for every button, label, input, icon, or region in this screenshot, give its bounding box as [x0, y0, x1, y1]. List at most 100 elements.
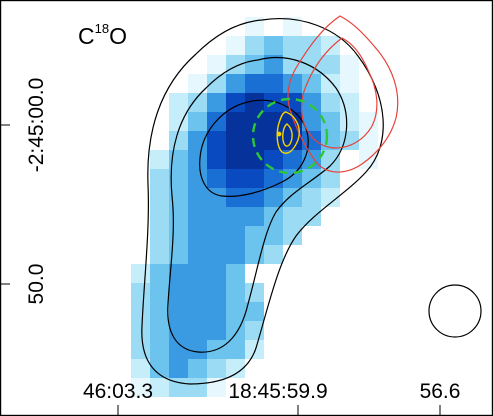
map-pixel [283, 17, 302, 36]
map-pixel [226, 302, 245, 321]
map-pixel [302, 112, 321, 131]
map-pixel [340, 131, 359, 150]
map-pixel [188, 378, 207, 397]
map-pixel [226, 74, 245, 93]
map-pixel [245, 93, 264, 112]
map-pixel [245, 302, 264, 321]
contour-level-1 [141, 18, 384, 385]
map-pixel [131, 340, 150, 359]
map-pixel [207, 131, 226, 150]
map-pixel [226, 283, 245, 302]
map-pixel [245, 188, 264, 207]
map-pixel [264, 226, 283, 245]
map-pixel [321, 36, 340, 55]
map-pixel [207, 359, 226, 378]
map-pixel [188, 93, 207, 112]
red-contour-inner [300, 37, 378, 149]
y-tick-label-1: -2:45:00.0 [25, 78, 48, 173]
map-pixel [207, 226, 226, 245]
map-pixel [283, 207, 302, 226]
red-contour-outer [287, 15, 399, 173]
map-pixel [207, 283, 226, 302]
map-pixel [207, 245, 226, 264]
map-pixel [264, 55, 283, 74]
map-pixel [188, 169, 207, 188]
map-pixel [226, 112, 245, 131]
map-pixel [226, 340, 245, 359]
map-pixel [150, 283, 169, 302]
map-title: C18O [78, 21, 127, 49]
map-pixel [245, 55, 264, 74]
map-pixel [207, 321, 226, 340]
map-pixel [150, 264, 169, 283]
map-pixel [150, 359, 169, 378]
map-pixel [302, 93, 321, 112]
map-pixel [264, 188, 283, 207]
map-pixel [226, 131, 245, 150]
map-pixel [169, 302, 188, 321]
map-pixel [150, 188, 169, 207]
map-pixel [169, 112, 188, 131]
map-pixel [283, 93, 302, 112]
map-pixel [169, 93, 188, 112]
map-pixel [188, 245, 207, 264]
map-pixel [226, 36, 245, 55]
map-pixel [321, 93, 340, 112]
map-pixel [169, 150, 188, 169]
map-pixel [226, 150, 245, 169]
map-pixel [188, 150, 207, 169]
map-pixel [321, 169, 340, 188]
map-pixel [245, 169, 264, 188]
map-pixel [226, 207, 245, 226]
map-pixel [131, 321, 150, 340]
intensity-map [131, 17, 378, 397]
map-pixel [226, 93, 245, 112]
map-pixel [340, 112, 359, 131]
red-contours [287, 15, 399, 173]
map-pixel [283, 112, 302, 131]
map-pixel [264, 74, 283, 93]
map-pixel [226, 55, 245, 74]
map-pixel [207, 93, 226, 112]
map-pixel [302, 188, 321, 207]
map-pixel [207, 302, 226, 321]
map-pixel [150, 302, 169, 321]
map-pixel [207, 74, 226, 93]
map-pixel [245, 340, 264, 359]
map-pixel [321, 150, 340, 169]
map-pixel [245, 36, 264, 55]
contour-level-3 [199, 99, 309, 197]
map-pixel [245, 226, 264, 245]
map-pixel [188, 283, 207, 302]
map-pixel [245, 207, 264, 226]
map-pixel [359, 131, 378, 150]
map-pixel [321, 55, 340, 74]
map-pixel [131, 302, 150, 321]
map-pixel [321, 131, 340, 150]
map-pixel [150, 150, 169, 169]
map-pixel [131, 264, 150, 283]
map-pixel [169, 169, 188, 188]
outer-contours [141, 18, 384, 385]
map-pixel [131, 283, 150, 302]
map-pixel [188, 226, 207, 245]
map-pixel [283, 150, 302, 169]
map-pixel [283, 226, 302, 245]
map-pixel [207, 150, 226, 169]
x-tick-label-1: 46:03.3 [83, 380, 153, 403]
map-pixel [188, 264, 207, 283]
map-pixel [226, 359, 245, 378]
map-pixel [207, 207, 226, 226]
map-pixel [169, 359, 188, 378]
map-pixel [264, 150, 283, 169]
map-pixel [207, 169, 226, 188]
map-pixel [188, 207, 207, 226]
map-pixel [264, 245, 283, 264]
map-pixel [302, 74, 321, 93]
map-pixel [169, 321, 188, 340]
x-tick-label-3: 56.6 [420, 380, 461, 403]
map-pixel [169, 245, 188, 264]
map-pixel [169, 131, 188, 150]
map-pixel [226, 226, 245, 245]
